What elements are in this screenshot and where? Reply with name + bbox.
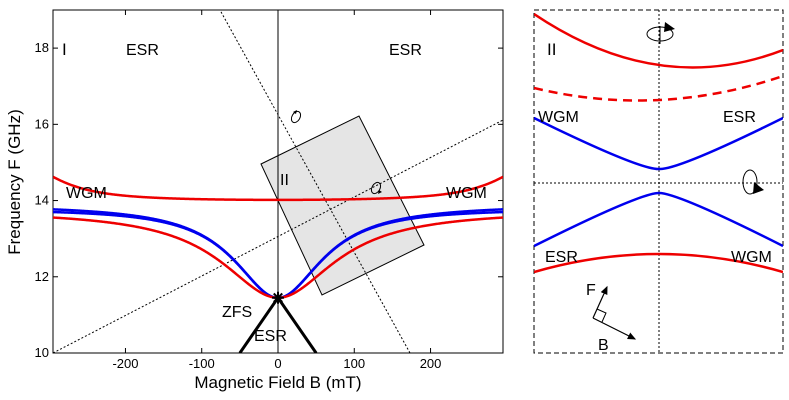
label-wgm-right: WGM [446, 185, 487, 202]
panel-ii-esr-bottom [534, 252, 783, 274]
panel-ii-rotation-icon-mid [742, 169, 764, 195]
guide-line-diagonal-1 [219, 10, 411, 353]
x-tick-label: -100 [189, 356, 215, 371]
label-ii-axis-b: B [598, 337, 609, 354]
panel-ii-esr-top [534, 12, 783, 69]
label-esr-right: ESR [389, 42, 422, 59]
panel-ii-esr-dashed [534, 74, 783, 102]
panel-ii: II WGM ESR ESR WGM F B [533, 9, 784, 354]
panel-ii-rotation-icon-top [646, 22, 675, 44]
panel-i-label: I [62, 40, 67, 59]
y-tick-label: 18 [35, 40, 49, 55]
rotation-icon-1 [290, 110, 302, 124]
label-ii-esr-top: ESR [723, 109, 756, 126]
zfs-marker [272, 291, 284, 304]
label-esr-bottom: ESR [254, 328, 287, 345]
label-region-ii: II [280, 172, 289, 189]
rotation-icon-2 [370, 181, 382, 195]
label-ii-wgm-bottom: WGM [731, 249, 772, 266]
panel-ii-axes-inset [592, 285, 637, 340]
y-tick-label: 16 [35, 116, 49, 131]
zfs-star-stroke [273, 292, 283, 303]
esr-upper-branch [53, 175, 503, 202]
label-wgm-left: WGM [66, 185, 107, 202]
y-axis-label: Frequency F (GHz) [5, 109, 24, 254]
label-esr-left: ESR [126, 42, 159, 59]
panel-ii-wgm-upper [534, 116, 783, 171]
label-zfs: ZFS [222, 304, 252, 321]
y-tick-label: 14 [35, 193, 49, 208]
x-tick-label: 200 [420, 356, 442, 371]
panel-ii-wgm-lower [534, 191, 783, 248]
label-ii-axis-f: F [586, 282, 596, 299]
region-ii-box [260, 115, 425, 296]
label-ii-esr-bottom: ESR [545, 249, 578, 266]
panel-ii-label: II [547, 40, 556, 59]
x-tick-label: 100 [343, 356, 365, 371]
y-tick-label: 12 [35, 269, 49, 284]
x-axis-label: Magnetic Field B (mT) [194, 373, 361, 392]
x-tick-label: -200 [112, 356, 138, 371]
x-tick-label: 0 [274, 356, 281, 371]
y-tick-label: 10 [35, 345, 49, 360]
label-ii-wgm-top: WGM [538, 109, 579, 126]
